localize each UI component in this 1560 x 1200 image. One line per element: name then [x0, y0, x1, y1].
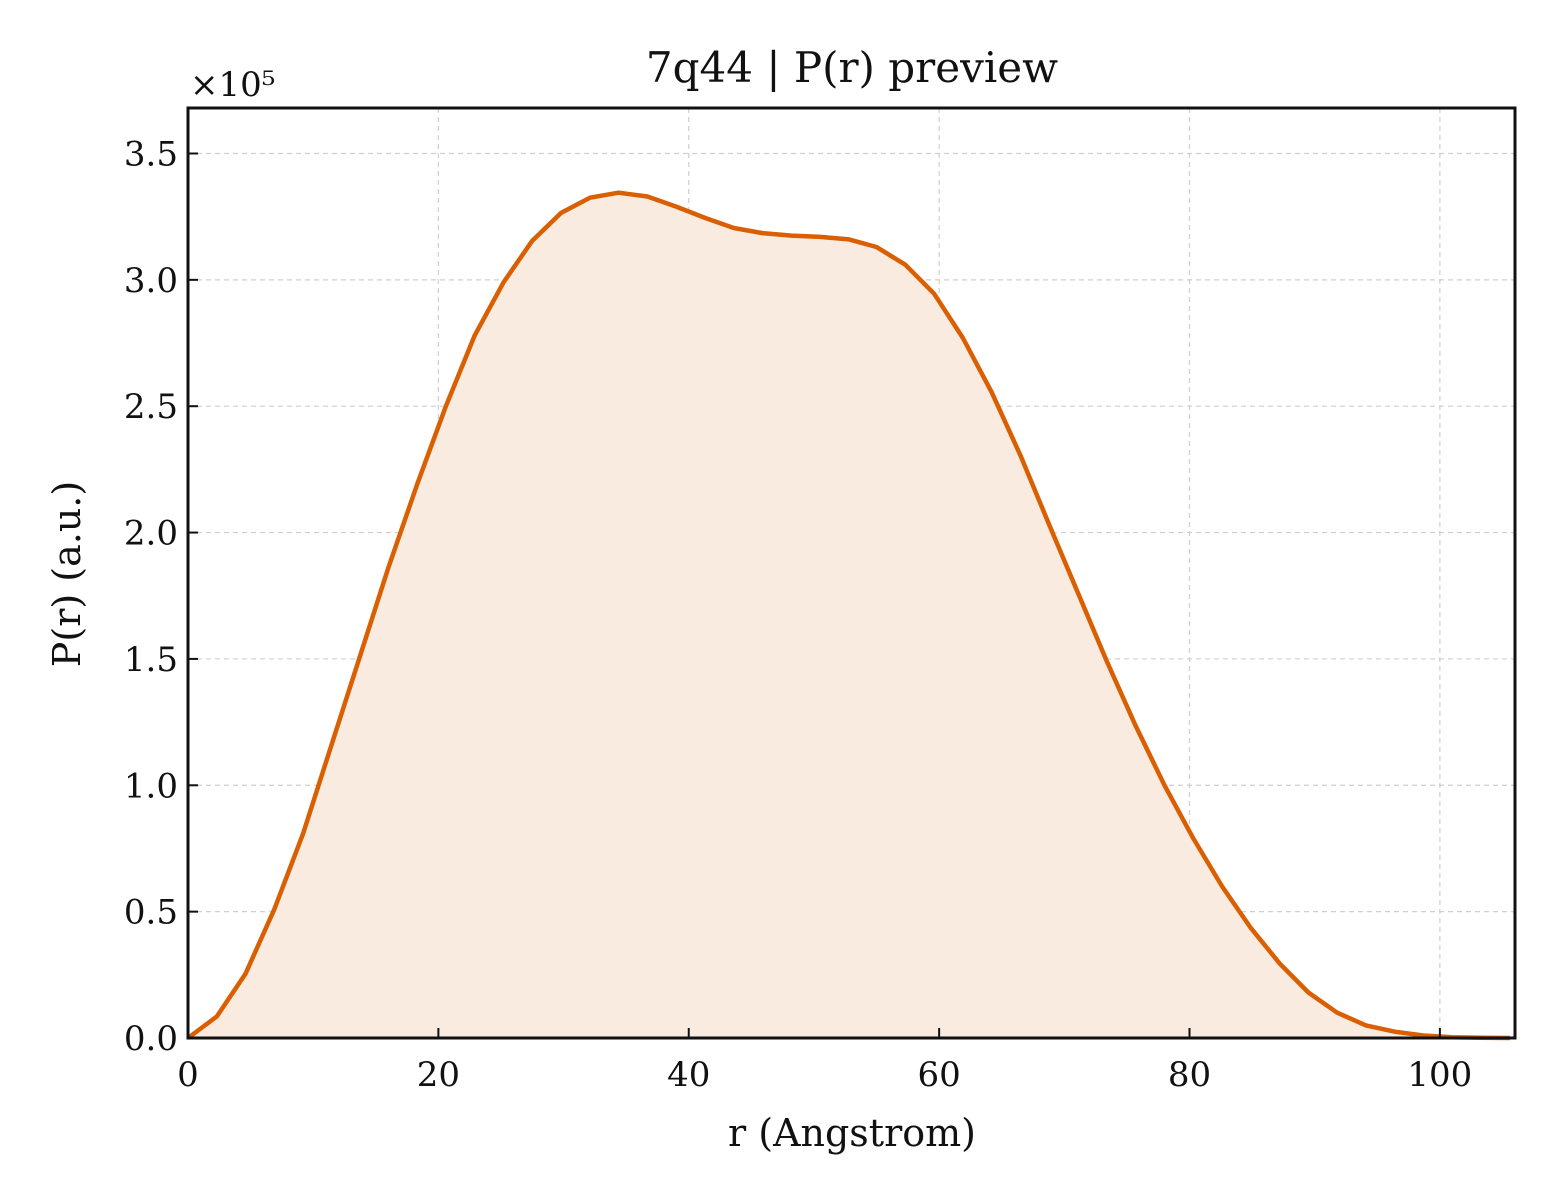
y-axis-offset-label: ×10⁵	[190, 65, 275, 105]
y-axis-label: P(r) (a.u.)	[45, 481, 89, 667]
pr-series-line	[186, 190, 1511, 1041]
plot-frame	[186, 106, 1517, 1040]
y-tick-label: 2.0	[124, 514, 178, 554]
y-tick-label: 1.0	[124, 766, 178, 806]
x-tick-label: 60	[917, 1055, 960, 1095]
y-tick-label: 2.5	[124, 387, 178, 427]
y-tick-label: 3.0	[124, 261, 178, 301]
x-tick-label: 20	[417, 1055, 460, 1095]
x-tick-label: 40	[667, 1055, 710, 1095]
y-tick-label: 0.0	[124, 1019, 178, 1059]
y-tick-label: 1.5	[124, 640, 178, 680]
chart-title: 7q44 | P(r) preview	[646, 43, 1058, 92]
x-axis-label: r (Angstrom)	[728, 1111, 976, 1155]
x-tick-label: 80	[1168, 1055, 1211, 1095]
y-tick-label: 0.5	[124, 893, 178, 933]
axis-ticks: 0 20 40 60 80 100 0.0 0.5 1.0 1.5 2.0 2.5 3.0 3.5	[124, 134, 1472, 1095]
x-tick-label: 100	[1407, 1055, 1472, 1095]
y-tick-label: 3.5	[124, 134, 178, 174]
pr-area-fill	[188, 192, 1510, 1038]
x-tick-label: 0	[177, 1055, 199, 1095]
